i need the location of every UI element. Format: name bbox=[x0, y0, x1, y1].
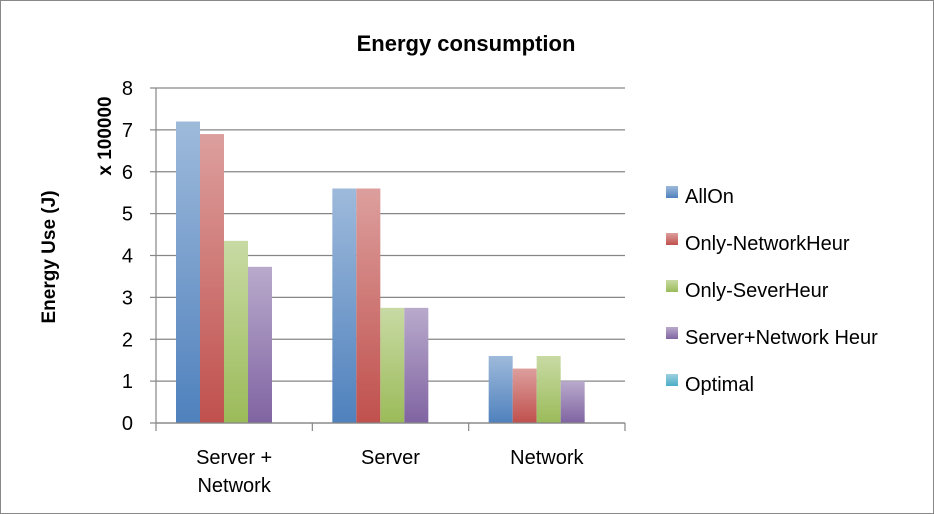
y-tick-label: 6 bbox=[122, 162, 133, 184]
bar-allon-cat2 bbox=[488, 356, 513, 423]
legend-label: AllOn bbox=[685, 186, 734, 208]
legend-label: Optimal bbox=[685, 374, 754, 396]
y-tick-label: 0 bbox=[122, 413, 133, 435]
bar-only-severheur-cat2 bbox=[536, 356, 561, 423]
y-tick-label: 1 bbox=[122, 371, 133, 393]
legend-label: Only-NetworkHeur bbox=[685, 233, 850, 255]
chart-title: Energy consumption bbox=[357, 31, 576, 56]
legend-label: Only-SeverHeur bbox=[685, 280, 829, 302]
x-category-label: Network bbox=[197, 475, 271, 497]
legend-swatch bbox=[666, 374, 678, 386]
legend-swatch bbox=[666, 186, 678, 198]
bar-only-severheur-cat0 bbox=[224, 240, 248, 423]
bar-allon-cat0 bbox=[176, 121, 200, 423]
legend-swatch bbox=[666, 233, 678, 245]
x-category-label: Server + bbox=[196, 447, 272, 469]
bar-server-network-heur-cat2 bbox=[560, 381, 585, 423]
legend-item: Optimal bbox=[666, 374, 754, 396]
legend-item: AllOn bbox=[666, 186, 734, 208]
legend-label: Server+Network Heur bbox=[685, 327, 878, 349]
legend-swatch bbox=[666, 280, 678, 292]
y-tick-label: 5 bbox=[122, 204, 133, 226]
bar-server-network-heur-cat1 bbox=[404, 307, 429, 423]
bar-only-networkheur-cat1 bbox=[356, 188, 381, 423]
bar-allon-cat1 bbox=[332, 188, 357, 423]
y-axis-unit: x 100000 bbox=[95, 96, 116, 175]
bar-only-severheur-cat1 bbox=[380, 307, 405, 423]
bar-only-networkheur-cat2 bbox=[512, 368, 537, 423]
y-tick-label: 8 bbox=[122, 78, 133, 100]
y-tick-label: 4 bbox=[122, 246, 133, 268]
y-tick-label: 7 bbox=[122, 120, 133, 142]
bar-server-network-heur-cat0 bbox=[248, 266, 272, 423]
legend-swatch bbox=[666, 327, 678, 339]
legend-item: Only-NetworkHeur bbox=[666, 233, 850, 255]
bar-only-networkheur-cat0 bbox=[200, 134, 224, 423]
legend-item: Server+Network Heur bbox=[666, 327, 878, 349]
legend-item: Only-SeverHeur bbox=[666, 280, 829, 302]
y-tick-label: 3 bbox=[122, 287, 133, 309]
y-axis-title: Energy Use (J) bbox=[39, 190, 60, 323]
x-category-label: Network bbox=[510, 447, 584, 469]
x-category-label: Server bbox=[361, 447, 420, 469]
y-tick-label: 2 bbox=[122, 329, 133, 351]
